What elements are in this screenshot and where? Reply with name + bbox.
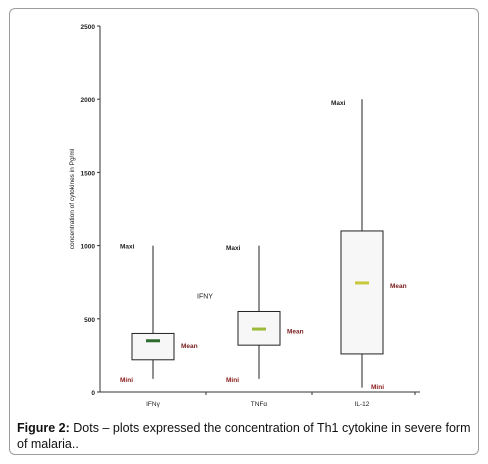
annotation-label: Maxi xyxy=(120,244,135,251)
annotation-label: Mean xyxy=(181,343,198,350)
annotation-label: Maxi xyxy=(226,245,241,252)
annotation-label: Mini xyxy=(226,377,239,384)
caption-text: Dots – plots expressed the concentration… xyxy=(17,421,471,451)
annotation-label: Mean xyxy=(287,329,304,336)
x-tick-label: IL-12 xyxy=(355,401,370,408)
x-tick-label: IFNγ xyxy=(146,401,160,408)
caption-label: Figure 2: xyxy=(17,421,70,435)
x-tick-label: TNFα xyxy=(251,401,268,408)
box-iqr xyxy=(131,332,175,361)
boxplot-chart: 0 500 1000 1500 2000 2500 concentration of cyt… xyxy=(69,24,420,408)
y-tick-label: 1000 xyxy=(81,244,96,251)
annotation-label: IFNY xyxy=(197,293,213,300)
annotation-label: Mini xyxy=(371,384,384,391)
y-tick-label: 500 xyxy=(84,317,95,324)
y-tick-label: 2000 xyxy=(81,97,96,104)
annotation-label: Mini xyxy=(120,377,133,384)
y-axis-title: concentration of cytokines in Pg/ml xyxy=(69,148,76,249)
annotation-label: Maxi xyxy=(331,100,346,107)
y-tick-label: 0 xyxy=(91,390,95,397)
box-iqr xyxy=(340,230,384,355)
figure-frame xyxy=(9,8,479,455)
y-tick-label: 1500 xyxy=(81,170,96,177)
y-tick-label: 2500 xyxy=(81,24,96,31)
figure-caption: Figure 2: Dots – plots expressed the con… xyxy=(17,420,477,452)
annotation-label: Mean xyxy=(390,283,407,290)
